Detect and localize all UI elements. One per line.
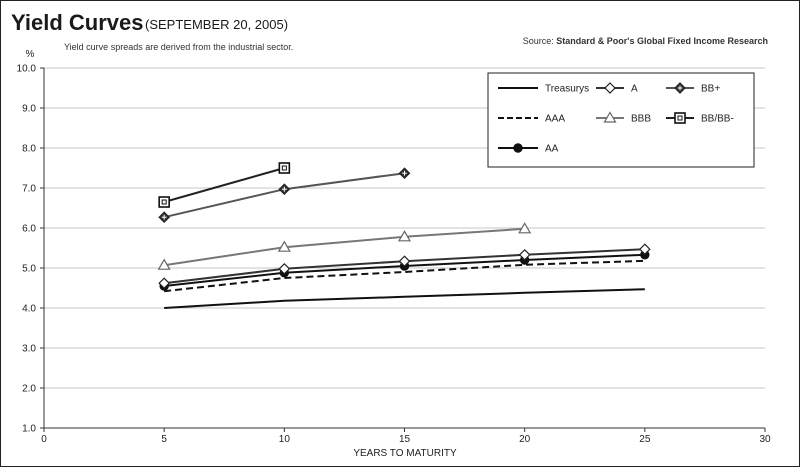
legend-marker-bb bbox=[674, 82, 686, 94]
chart-subtitle: (SEPTEMBER 20, 2005) bbox=[145, 17, 288, 32]
data-point-bbb bbox=[518, 222, 532, 234]
data-point-a-shape bbox=[398, 255, 411, 268]
legend-label-bbb: BBB bbox=[631, 114, 651, 125]
y-tick-label: 5.0 bbox=[22, 264, 36, 275]
data-point-bb bbox=[158, 211, 171, 224]
legend-label-bb-bb: BB/BB- bbox=[701, 114, 734, 125]
data-point-a-shape bbox=[158, 277, 171, 290]
series-line-bb-bb bbox=[163, 167, 285, 203]
data-point-bb bbox=[278, 183, 291, 196]
y-tick-label: 3.0 bbox=[22, 344, 36, 355]
series-treasurys bbox=[164, 288, 645, 309]
series-bb-bb bbox=[158, 162, 291, 208]
series-a bbox=[158, 243, 651, 290]
data-point-bb-bb-outer bbox=[278, 162, 291, 174]
y-tick-label: 4.0 bbox=[22, 304, 36, 315]
x-tick-label: 5 bbox=[161, 434, 167, 445]
legend-marker-aa bbox=[513, 143, 523, 153]
y-tick-label: 1.0 bbox=[22, 424, 36, 435]
data-point-bb bbox=[398, 167, 411, 180]
x-tick-label: 15 bbox=[399, 434, 411, 445]
legend-label-bb: BB+ bbox=[701, 84, 720, 95]
data-point-bb-bb-inner bbox=[281, 165, 287, 171]
data-point-bb-bb bbox=[158, 196, 170, 208]
x-tick-label: 30 bbox=[759, 434, 771, 445]
legend-label-a: A bbox=[631, 84, 638, 95]
legend-marker-bb-bb-outer bbox=[674, 112, 686, 124]
data-point-bb-bb bbox=[278, 162, 291, 174]
data-point-a bbox=[638, 243, 651, 256]
x-tick-label: 25 bbox=[639, 434, 651, 445]
chart-title: Yield Curves bbox=[11, 10, 143, 35]
x-axis-label: YEARS TO MATURITY bbox=[353, 448, 457, 459]
legend-item-aa: AA bbox=[498, 143, 559, 155]
series-aaa bbox=[164, 259, 645, 293]
legend-marker-bb-bb bbox=[674, 112, 686, 124]
series-line-bbb bbox=[164, 227, 525, 267]
legend-item-treasurys: Treasurys bbox=[498, 84, 589, 95]
data-point-bbb bbox=[277, 240, 291, 252]
legend-marker-bb-bb-inner bbox=[677, 115, 683, 121]
series-group bbox=[157, 162, 651, 309]
series-bbb bbox=[157, 222, 532, 270]
legend-item-bb-bb: BB/BB- bbox=[666, 112, 734, 125]
data-point-bbb bbox=[157, 258, 171, 270]
legend-label-aaa: AAA bbox=[545, 114, 565, 125]
data-point-a-shape bbox=[638, 243, 651, 256]
legend-marker-a-shape bbox=[604, 82, 616, 94]
chart-note: Yield curve spreads are derived from the… bbox=[64, 42, 293, 52]
data-point-bbb bbox=[397, 230, 412, 242]
legend-item-aaa: AAA bbox=[498, 114, 565, 125]
y-tick-label: 2.0 bbox=[22, 384, 36, 395]
data-point-a-shape bbox=[278, 262, 291, 275]
series-bb bbox=[158, 167, 411, 224]
data-point-a bbox=[518, 248, 531, 261]
chart-source: Source: Standard & Poor's Global Fixed I… bbox=[523, 36, 768, 46]
source-prefix: Source: bbox=[523, 36, 557, 46]
data-point-a bbox=[278, 262, 291, 275]
data-point-a bbox=[158, 277, 171, 290]
legend-label-treasurys: Treasurys bbox=[545, 84, 589, 95]
series-line-aaa bbox=[164, 259, 645, 293]
legend-item-a: A bbox=[596, 82, 638, 95]
legend-item-bb: BB+ bbox=[666, 82, 720, 95]
y-tick-label: 8.0 bbox=[22, 144, 36, 155]
data-point-a-shape bbox=[518, 248, 531, 261]
x-tick-label: 0 bbox=[41, 434, 47, 445]
legend-marker-bbb bbox=[603, 111, 617, 123]
data-point-bb-bb-inner bbox=[161, 199, 167, 205]
legend-item-bbb: BBB bbox=[596, 111, 651, 125]
y-tick-label: 9.0 bbox=[22, 104, 36, 115]
source-name: Standard & Poor's Global Fixed Income Re… bbox=[556, 36, 768, 46]
x-tick-label: 10 bbox=[279, 434, 291, 445]
series-line-bb bbox=[163, 172, 405, 219]
data-point-a bbox=[398, 255, 411, 268]
y-tick-label: 6.0 bbox=[22, 224, 36, 235]
series-line-treasurys bbox=[164, 288, 645, 309]
axes: 1.0 2.0 3.0 4.0 5.0 6.0 7.0 8.0 9.0 10.0 0 5 10 15 20 2… bbox=[17, 64, 771, 446]
y-tick-label: 10.0 bbox=[17, 64, 37, 75]
legend-label-aa: AA bbox=[545, 144, 559, 155]
legend-marker-a bbox=[604, 82, 616, 94]
data-point-bb-bb-outer bbox=[158, 196, 170, 208]
y-tick-label: 7.0 bbox=[22, 184, 36, 195]
x-tick-label: 20 bbox=[519, 434, 531, 445]
y-axis-label: % bbox=[26, 49, 35, 60]
